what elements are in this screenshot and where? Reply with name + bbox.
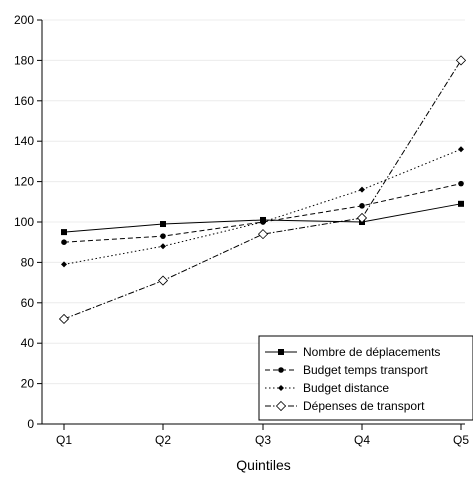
data-point-1-0 [61,239,67,245]
axes: 0 20 40 60 80 100 120 140 160 180 200 Q1 Q2 Q3 Q4 Q5 [14,13,469,447]
y-tick-label-9: 180 [14,53,34,67]
legend: Nombre de déplacements Budget temps trans… [258,335,473,421]
legend-marker-3 [275,400,287,412]
legend-label-0: Nombre de déplacements [303,345,440,359]
y-tick-label-3: 60 [21,296,35,310]
x-tick-label-2: Q3 [255,433,271,447]
data-point-3-4 [455,55,467,66]
y-tick-label-6: 120 [14,175,34,189]
y-tick-label-5: 100 [14,215,34,229]
legend-box [258,335,473,421]
y-tick-label-4: 80 [21,255,35,269]
data-point-2-3 [359,186,365,193]
series-line-2 [63,148,462,265]
data-point-2-1 [160,243,166,250]
y-tick-label-2: 40 [21,336,35,350]
y-tick-label-0: 0 [27,417,34,431]
data-point-0-1 [160,221,166,228]
data-point-0-4 [458,200,464,207]
legend-marker-2 [278,385,284,391]
data-point-3-0 [58,313,70,325]
legend-label-2: Budget distance [303,381,389,395]
x-tick-label-3: Q4 [354,433,370,447]
data-point-2-2 [260,219,266,225]
data-point-3-1 [157,275,169,286]
y-tick-label-10: 200 [14,13,34,27]
data-point-2-4 [458,146,464,153]
data-point-3-3 [356,212,368,224]
data-point-0-0 [61,229,67,236]
series-line-3 [63,60,462,320]
y-tick-label-7: 140 [14,134,34,148]
x-tick-label-1: Q2 [155,433,171,447]
x-tick-label-0: Q1 [56,433,72,447]
data-point-1-1 [160,233,166,239]
y-tick-label-1: 20 [21,377,35,391]
legend-label-1: Budget temps transport [303,363,428,377]
legend-marker-0 [278,349,284,355]
series-3 [58,55,467,325]
grid-lines [42,19,465,385]
series-2 [61,146,464,268]
series-lines [58,55,467,325]
x-tick-label-4: Q5 [453,433,469,447]
y-tick-label-8: 160 [14,94,34,108]
x-axis-title: Quintiles [236,457,290,473]
data-point-3-2 [257,229,269,240]
data-point-1-3 [359,203,365,209]
legend-label-3: Dépenses de transport [303,399,425,413]
data-point-1-4 [458,180,464,187]
legend-marker-1 [278,367,284,373]
data-point-2-0 [61,261,67,268]
